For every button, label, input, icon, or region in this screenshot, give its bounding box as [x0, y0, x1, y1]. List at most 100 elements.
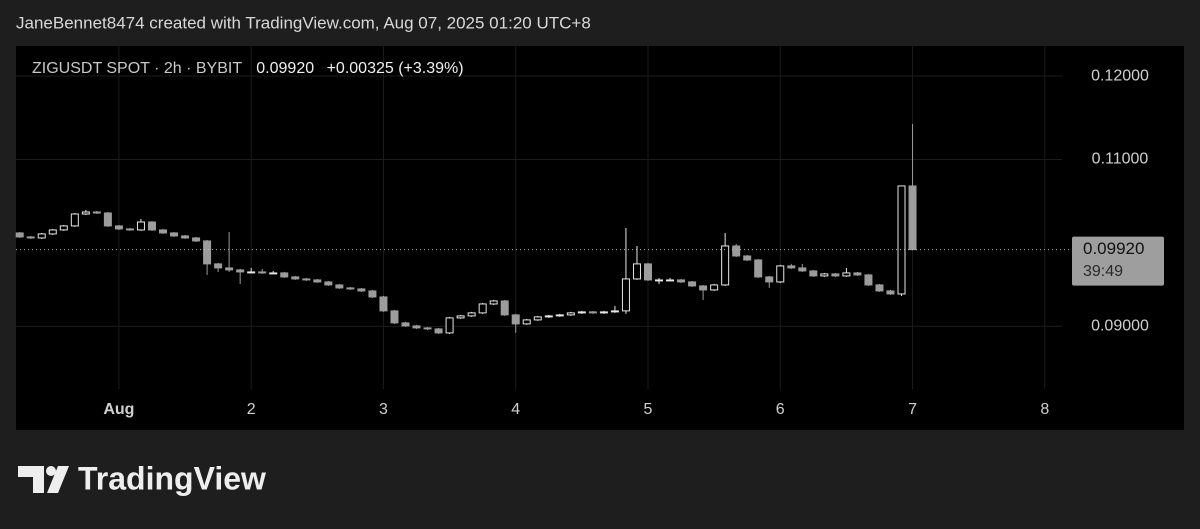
- candle-body: [533, 316, 542, 321]
- candle-body: [566, 312, 575, 316]
- candle-body: [765, 276, 774, 283]
- candle-body: [864, 274, 873, 286]
- x-tick-label: 3: [379, 401, 388, 418]
- candle-body: [456, 315, 465, 319]
- candle-body: [92, 211, 101, 214]
- y-tick-label: 0.11000: [1092, 151, 1149, 168]
- candle-body: [588, 311, 597, 314]
- candle-body: [214, 263, 223, 269]
- candle-body: [655, 279, 664, 282]
- candle-body: [70, 213, 79, 227]
- candle-body: [754, 259, 763, 278]
- candle-body: [236, 269, 245, 273]
- candle-body: [853, 272, 862, 276]
- candle-body: [688, 281, 697, 287]
- countdown: 39:49: [1083, 263, 1123, 280]
- chart-panel: [16, 46, 1184, 430]
- candle-body: [114, 225, 123, 230]
- candle-body: [500, 300, 509, 316]
- candle-body: [643, 263, 652, 281]
- candle-body: [820, 273, 829, 277]
- candle-body: [721, 245, 730, 286]
- brand: TradingView: [78, 460, 266, 496]
- candle-body: [555, 314, 564, 317]
- candle-body: [787, 265, 796, 269]
- candle-body: [401, 322, 410, 327]
- y-tick-label: 0.09000: [1091, 318, 1149, 335]
- candle-body: [511, 314, 520, 325]
- candle-body: [147, 221, 156, 231]
- candle-body: [632, 263, 641, 280]
- candle-body: [37, 233, 46, 239]
- candle-body: [423, 327, 432, 330]
- candle-body: [225, 267, 234, 271]
- candle-body: [335, 284, 344, 289]
- candle-body: [478, 303, 487, 314]
- candle-body: [886, 290, 895, 295]
- candle-body: [875, 284, 884, 292]
- candle-body: [710, 284, 719, 291]
- candle-body: [302, 278, 311, 281]
- candle-body: [192, 237, 201, 242]
- legend: ZIGUSDT SPOT · 2h · BYBIT 0.09920 +0.003…: [32, 60, 464, 77]
- candle-body: [842, 272, 851, 277]
- candle-body: [280, 272, 289, 278]
- candle-body: [15, 232, 24, 238]
- candle-body: [743, 255, 752, 261]
- candle-body: [125, 228, 134, 231]
- candle-body: [776, 265, 785, 283]
- candle-body: [434, 328, 443, 334]
- x-tick-label: 2: [247, 401, 256, 418]
- candle-body: [897, 185, 906, 295]
- candle-body: [831, 273, 840, 277]
- price-change: +0.00325 (+3.39%): [327, 60, 464, 77]
- candle-body: [621, 278, 630, 312]
- last-price-label: 0.09920: [1083, 239, 1144, 258]
- candle-body: [467, 312, 476, 317]
- x-tick-label: 7: [908, 401, 917, 418]
- candle-body: [346, 287, 355, 290]
- x-tick-label: 5: [644, 401, 653, 418]
- x-tick-label: 8: [1040, 401, 1049, 418]
- candle-body: [599, 311, 608, 314]
- candle-body: [313, 279, 322, 283]
- last-price: 0.09920: [256, 60, 314, 77]
- candle-body: [170, 232, 179, 237]
- logo: TradingView: [18, 460, 266, 496]
- logo-icon: [18, 466, 44, 493]
- candle-body: [489, 300, 498, 305]
- x-tick-label: 4: [511, 401, 520, 418]
- candle-body: [412, 325, 421, 329]
- last-price-box: [1072, 236, 1164, 286]
- y-tick-label: 0.12000: [1091, 67, 1149, 84]
- candle-body: [809, 270, 818, 277]
- x-tick-label: 6: [776, 401, 785, 418]
- logo-icon: [47, 466, 69, 493]
- logo-icon: [46, 466, 56, 476]
- candle-body: [544, 315, 553, 318]
- candle-body: [181, 235, 190, 239]
- candle-body: [577, 311, 586, 314]
- candle-body: [59, 225, 68, 231]
- attribution: JaneBennet8474 created with TradingView.…: [16, 13, 591, 32]
- candle-body: [26, 236, 35, 239]
- candle-body: [390, 310, 399, 324]
- candle-body: [699, 285, 708, 291]
- candle-body: [368, 290, 377, 298]
- candle-body: [48, 229, 57, 235]
- candle-body: [136, 221, 145, 231]
- candle-body: [158, 229, 167, 234]
- symbol: ZIGUSDT SPOT · 2h · BYBIT: [32, 60, 242, 77]
- candle-body: [677, 279, 686, 283]
- candle-body: [203, 240, 212, 265]
- candle-body: [103, 212, 112, 227]
- candle-body: [522, 319, 531, 325]
- candle-body: [798, 267, 807, 272]
- candle-body: [81, 211, 90, 215]
- candle-body: [258, 271, 267, 274]
- candle-body: [357, 288, 366, 292]
- candle-body: [269, 272, 278, 275]
- candle-body: [324, 281, 333, 286]
- candles: [15, 124, 917, 334]
